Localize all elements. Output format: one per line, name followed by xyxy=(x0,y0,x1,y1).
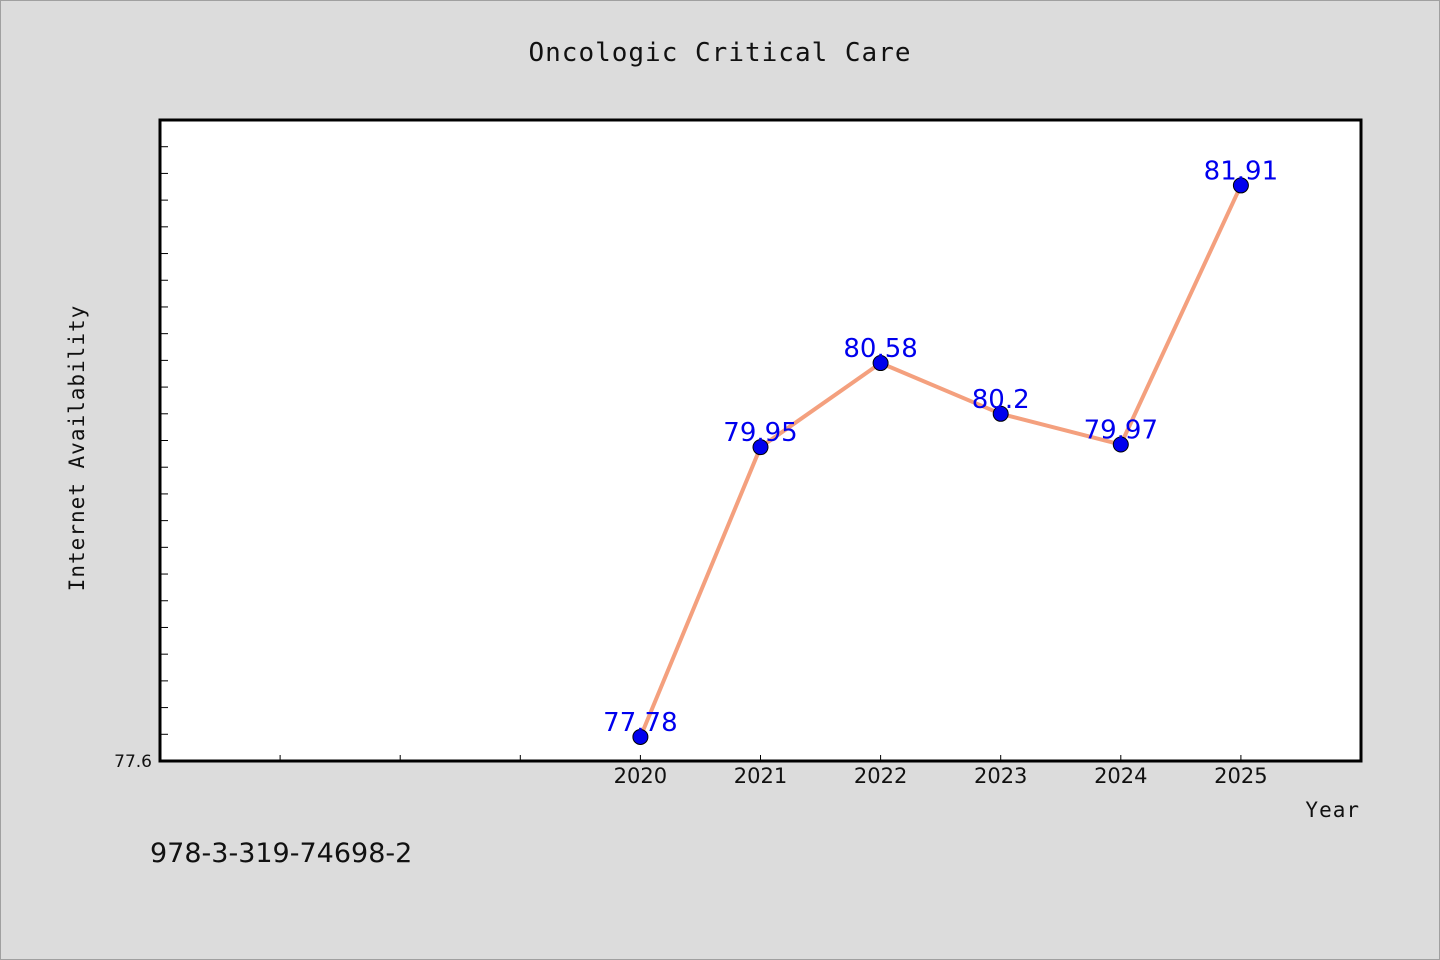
x-tick-label: 2021 xyxy=(734,764,787,788)
data-label: 80.2 xyxy=(972,385,1030,415)
y-min-tick-label: 77.6 xyxy=(114,752,152,772)
data-label: 81.91 xyxy=(1204,156,1278,186)
data-point xyxy=(1232,177,1249,194)
data-label: 77.78 xyxy=(603,708,677,738)
data-point xyxy=(872,355,889,372)
chart-title: Oncologic Critical Care xyxy=(528,38,911,68)
data-point xyxy=(752,439,769,456)
x-axis-label: Year xyxy=(1305,798,1360,822)
data-label: 80.58 xyxy=(843,334,917,364)
data-point xyxy=(1112,436,1129,453)
x-tick-labels: 2020 2021 2022 2023 2024 2025 xyxy=(614,764,1268,788)
series-line xyxy=(638,184,1243,738)
data-point xyxy=(632,728,649,745)
x-tick-label: 2022 xyxy=(854,764,907,788)
data-label: 79.95 xyxy=(723,418,797,448)
x-tick-label: 2023 xyxy=(974,764,1027,788)
y-axis-label: Internet Availability xyxy=(65,305,89,592)
data-point xyxy=(992,405,1009,422)
series-line-group: 77.78 79.95 80.58 80.2 79.97 81.91 xyxy=(603,156,1278,745)
data-label: 79.97 xyxy=(1084,416,1158,446)
x-tick-label: 2025 xyxy=(1214,764,1267,788)
isbn-text: 978-3-319-74698-2 xyxy=(150,838,412,869)
x-tick-label: 2024 xyxy=(1094,764,1147,788)
x-tick-label: 2020 xyxy=(614,764,667,788)
x-axis-ticks xyxy=(279,755,1242,761)
y-axis-ticks xyxy=(160,146,168,735)
